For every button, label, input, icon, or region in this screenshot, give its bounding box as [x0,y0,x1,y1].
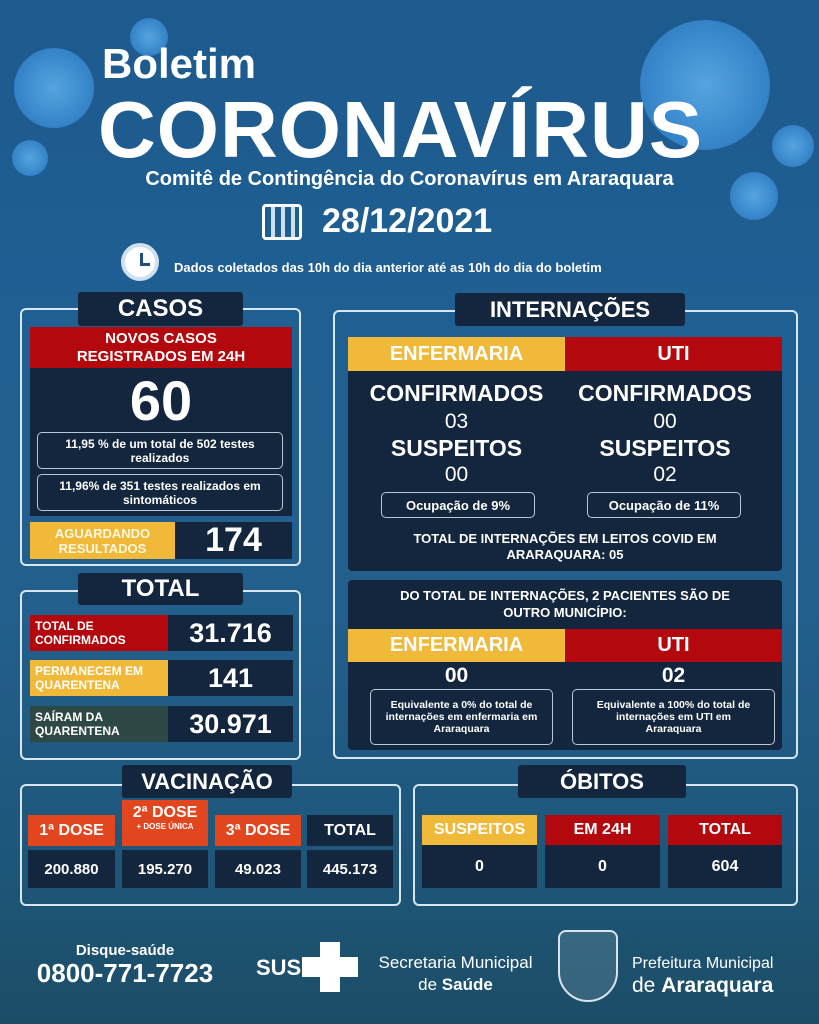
total-hospitalizations: TOTAL DE INTERNAÇÕES EM LEITOS COVID EM … [413,531,717,562]
other-city-title: DO TOTAL DE INTERNAÇÕES, 2 PACIENTES SÃO… [400,588,730,620]
awaiting-value: 174 [175,521,292,559]
icu-suspected-label: SUSPEITOS [599,435,731,461]
dose2-value: 195.270 [122,850,208,888]
phone-label: Disque-saúde [75,942,175,959]
sus-logo: SUS [256,955,302,980]
internacoes-label: INTERNAÇÕES [455,293,685,326]
prefeitura-pre: de [632,974,662,997]
virus-icon [130,18,168,56]
dose2-label: 2ª DOSE [132,804,198,821]
vacinacao-label: VACINAÇÃO [122,765,292,798]
total-label: TOTAL [78,573,243,605]
hospital-box [348,337,782,571]
virus-icon [730,172,778,220]
secretaria-bold: Saúde [441,975,493,994]
virus-icon [12,140,48,176]
deaths-total-header: TOTAL [668,815,782,845]
secretaria-line1: Secretaria Municipal [378,953,533,972]
other-ward-value: 00 [444,664,469,687]
icu-confirmed-value: 00 [653,410,677,433]
new-cases-box [30,368,292,516]
tests-stat: 11,95 % de um total de 502 testes realiz… [37,432,283,469]
ward-confirmed-label: CONFIRMADOS [369,380,544,406]
subtitle: Comitê de Contingência do Coronavírus em… [145,168,674,190]
deaths-suspected-value: 0 [422,845,537,888]
vax-total-value: 445.173 [307,850,393,888]
prefeitura-line1: Prefeitura Municipal [632,955,774,972]
casos-label: CASOS [78,292,243,326]
ward-suspected-value: 00 [444,463,469,486]
other-icu-note: Equivalente a 100% do total de internaçõ… [572,689,775,745]
new-cases-title: NOVOS CASOS REGISTRADOS EM 24H [30,327,292,368]
dose3-value: 49.023 [215,850,301,888]
deaths-24h-header: EM 24H [545,815,660,845]
quarantine-value: 141 [168,660,293,696]
virus-icon [640,20,770,150]
deaths-24h-value: 0 [545,845,660,888]
icu-occupancy: Ocupação de 11% [587,492,741,518]
quarantine-label: PERMANECEM EM QUARENTENA [30,660,168,696]
secretaria-line2: de Saúde [368,975,543,995]
confirmed-value: 31.716 [168,615,293,651]
clock-icon [121,243,159,281]
symptomatic-stat: 11,96% de 351 testes realizados em sinto… [37,474,283,511]
ward-suspected-label: SUSPEITOS [390,435,523,461]
ward-occupancy: Ocupação de 9% [381,492,535,518]
ward-header: ENFERMARIA [348,337,565,371]
prefeitura-line2: de Araraquara [632,974,773,998]
icu-confirmed-label: CONFIRMADOS [578,380,752,406]
dose2-sublabel: + DOSE ÚNICA [136,822,194,831]
phone-number: 0800-771-7723 [36,958,214,988]
awaiting-label: AGUARDANDO RESULTADOS [30,522,175,559]
collection-note: Dados coletados das 10h do dia anterior … [174,260,602,275]
confirmed-label: TOTAL DE CONFIRMADOS [30,615,168,651]
deaths-suspected-header: SUSPEITOS [422,815,537,845]
kicker: Boletim [102,40,257,87]
page-title: CORONAVÍRUS [98,85,704,174]
icu-suspected-value: 02 [653,463,677,486]
other-ward-header: ENFERMARIA [348,629,565,662]
left-quarantine-value: 30.971 [168,706,293,742]
dose1-value: 200.880 [28,850,115,888]
vax-total-header: TOTAL [307,815,393,846]
coat-of-arms-icon [558,930,618,1002]
other-ward-note: Equivalente a 0% do total de internações… [370,689,553,745]
sus-cross-icon [302,942,358,992]
other-icu-header: UTI [565,629,782,662]
new-cases-value: 60 [129,368,193,432]
dose2-header: 2ª DOSE + DOSE ÚNICA [122,800,208,846]
dose1-header: 1ª DOSE [28,815,115,846]
left-quarantine-label: SAÍRAM DA QUARENTENA [30,706,168,742]
icu-header: UTI [565,337,782,371]
other-icu-value: 02 [661,664,686,687]
deaths-total-value: 604 [668,845,782,888]
other-city-box [348,580,782,750]
obitos-label: ÓBITOS [518,765,686,798]
ward-confirmed-value: 03 [444,410,469,433]
bulletin-date: 28/12/2021 [322,202,493,240]
virus-icon [14,48,94,128]
virus-icon [772,125,814,167]
prefeitura-bold: Araraquara [661,974,774,997]
secretaria-pre: de [418,975,442,994]
calendar-icon [262,204,302,240]
dose3-header: 3ª DOSE [215,815,301,846]
